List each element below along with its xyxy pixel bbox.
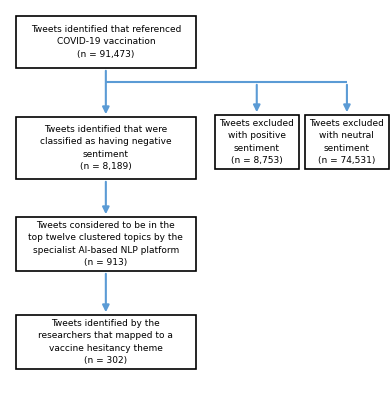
Text: Tweets considered to be in the
top twelve clustered topics by the
specialist AI-: Tweets considered to be in the top twelv…	[28, 221, 183, 267]
Text: Tweets identified by the
researchers that mapped to a
vaccine hesitancy theme
(n: Tweets identified by the researchers tha…	[38, 319, 173, 365]
FancyBboxPatch shape	[16, 217, 196, 271]
FancyBboxPatch shape	[16, 16, 196, 68]
Text: Tweets identified that referenced
COVID-19 vaccination
(n = 91,473): Tweets identified that referenced COVID-…	[31, 25, 181, 59]
Text: Tweets identified that were
classified as having negative
sentiment
(n = 8,189): Tweets identified that were classified a…	[40, 125, 172, 171]
FancyBboxPatch shape	[305, 115, 389, 169]
FancyBboxPatch shape	[215, 115, 299, 169]
FancyBboxPatch shape	[16, 315, 196, 369]
Text: Tweets excluded
with positive
sentiment
(n = 8,753): Tweets excluded with positive sentiment …	[219, 119, 294, 165]
FancyBboxPatch shape	[16, 117, 196, 179]
Text: Tweets excluded
with neutral
sentiment
(n = 74,531): Tweets excluded with neutral sentiment (…	[309, 119, 385, 165]
